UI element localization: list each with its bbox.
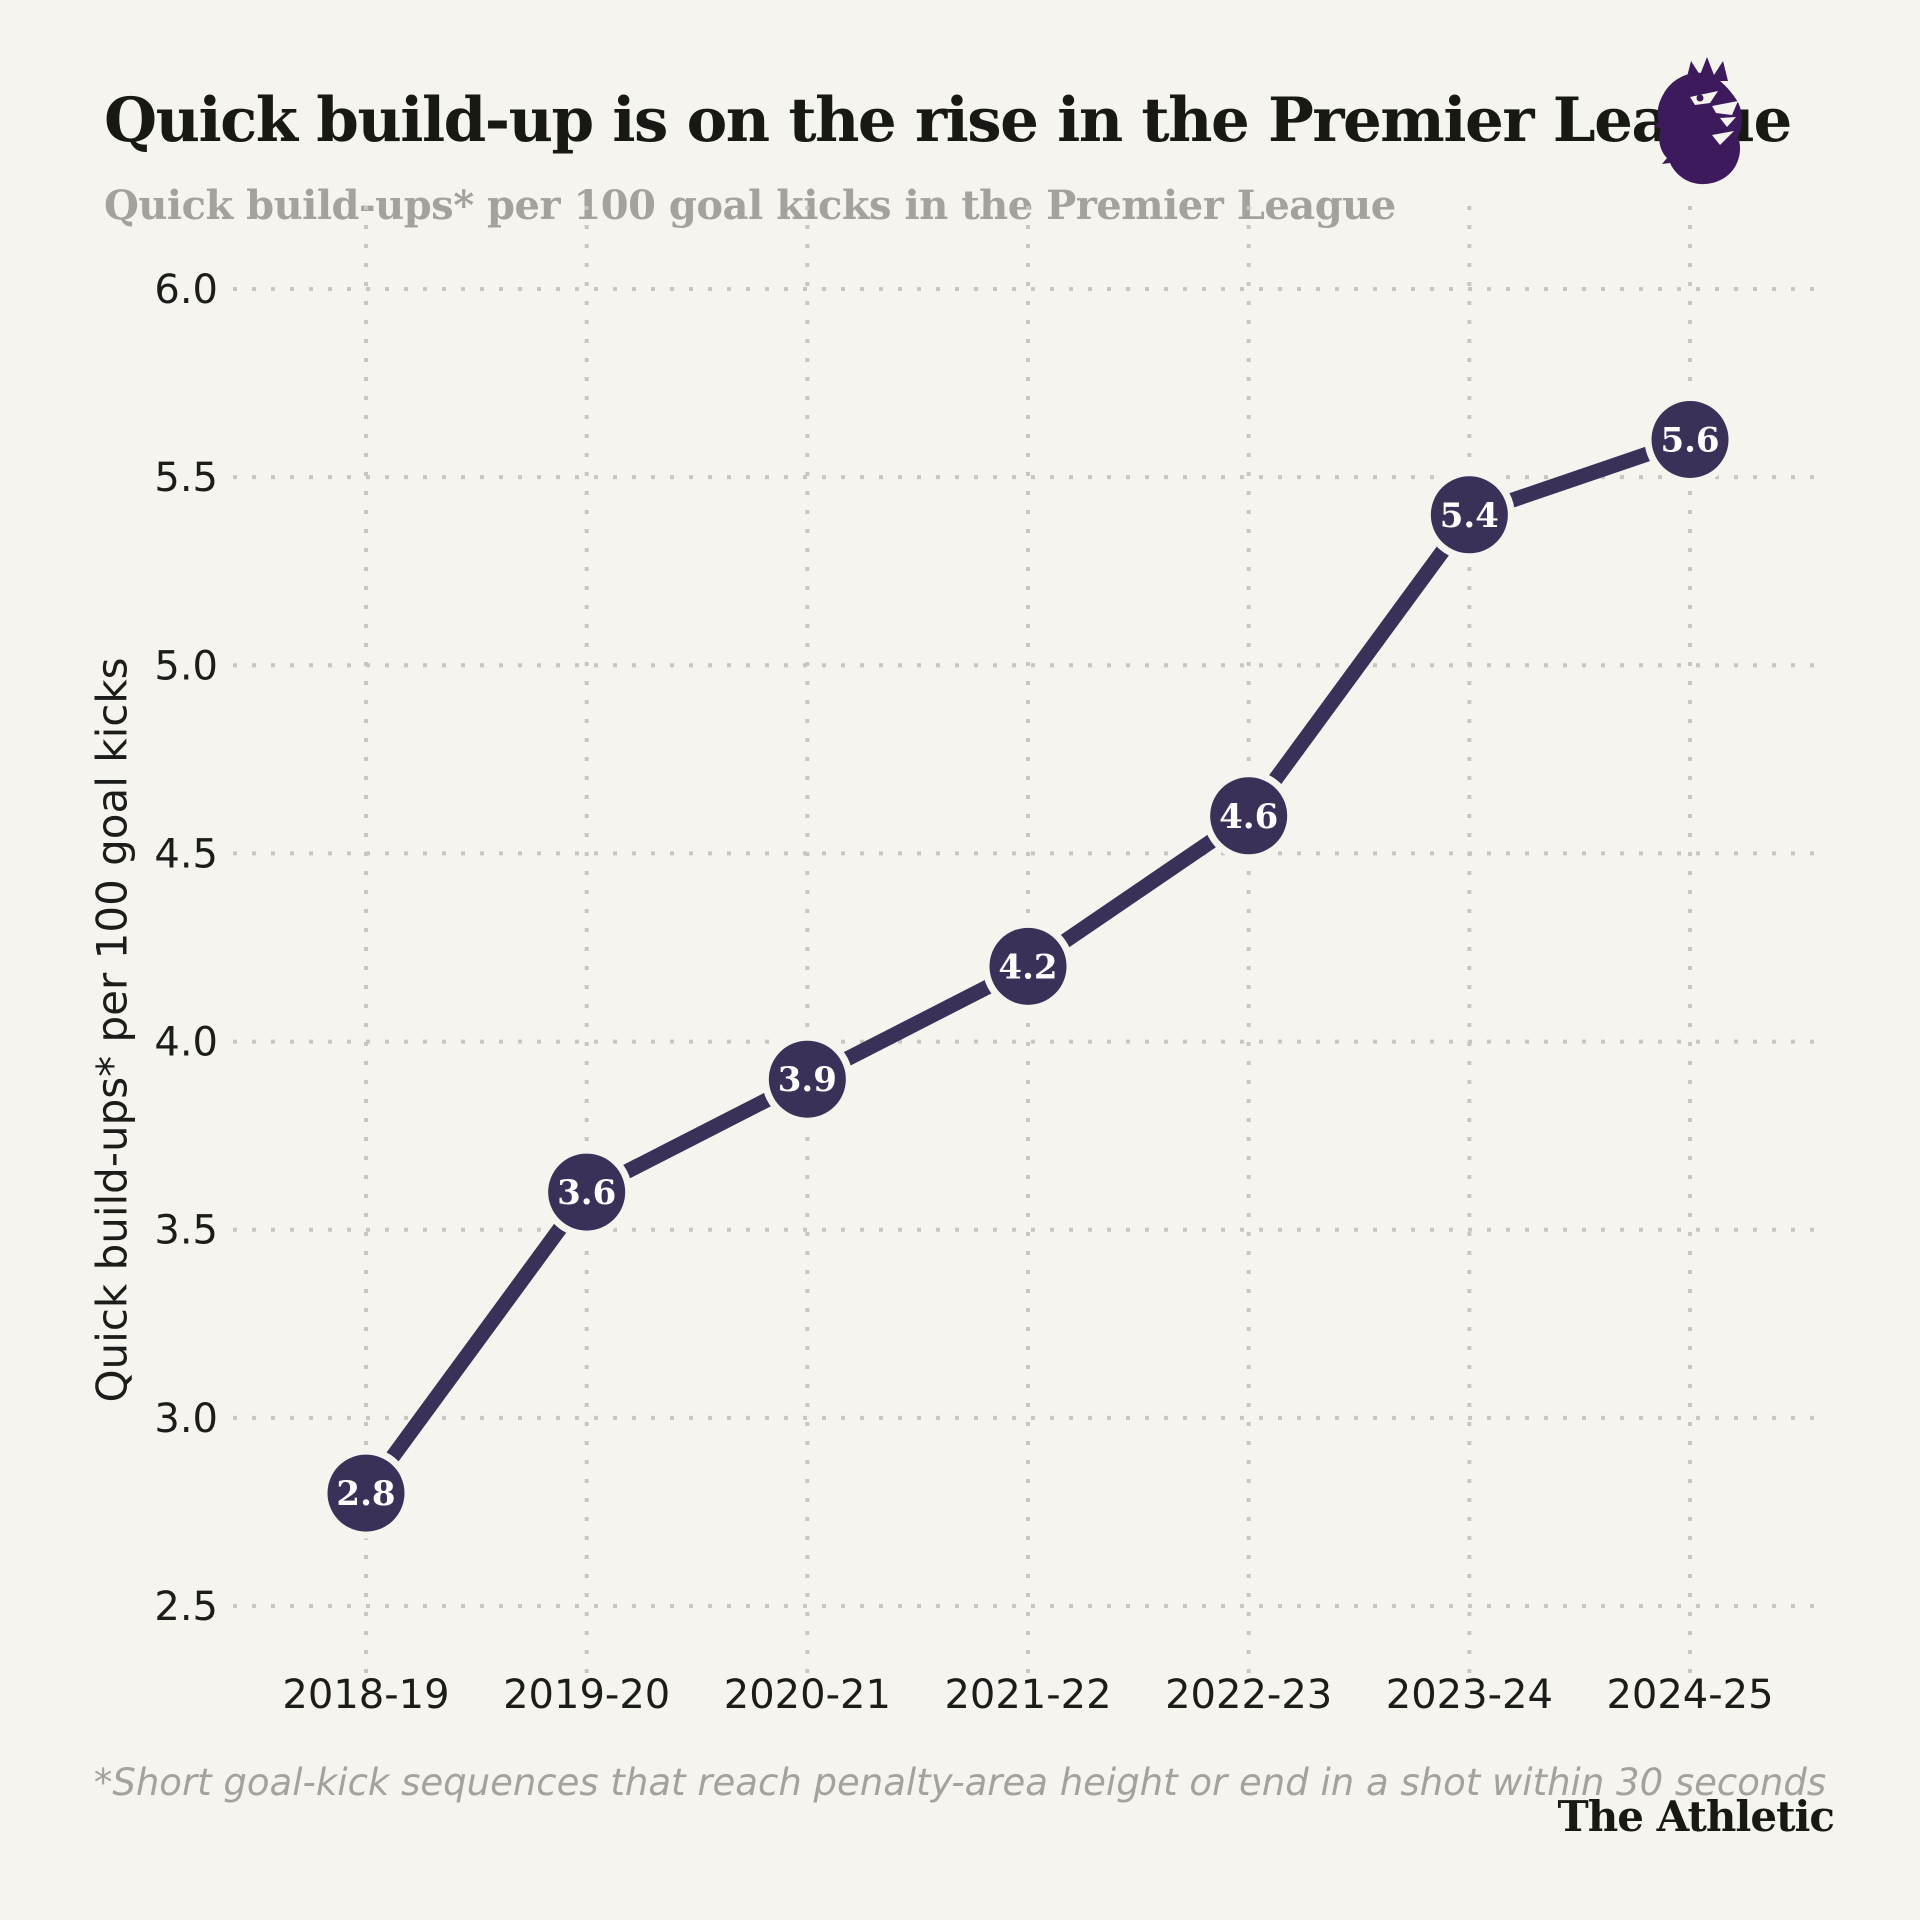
y-tick-label: 5.0 (154, 643, 218, 689)
data-point-label: 2.8 (336, 1474, 395, 1514)
chart-subtitle: Quick build-ups* per 100 goal kicks in t… (104, 182, 1396, 229)
data-point-2022-23 (1203, 770, 1295, 862)
y-tick-label: 3.0 (154, 1396, 218, 1442)
data-point-label: 5.6 (1660, 421, 1719, 461)
x-grid: 2018-19 2019-20 2020-21 2021-22 2022-23 2023-… (282, 206, 1774, 1718)
x-tick-label: 2024-25 (1606, 1672, 1773, 1718)
x-tick-label: 2021-22 (944, 1672, 1111, 1718)
data-point-label: 4.2 (998, 947, 1057, 987)
y-tick-label: 5.5 (154, 455, 218, 501)
x-tick-label: 2019-20 (503, 1672, 670, 1718)
x-tick-label: 2018-19 (282, 1672, 449, 1718)
data-point-2023-24 (1423, 469, 1515, 561)
data-point-label: 5.4 (1440, 496, 1499, 536)
data-point-2019-20 (541, 1146, 633, 1238)
y-grid: 6.0 5.5 5.0 4.5 4.0 3.5 3.0 2.5 (154, 267, 1818, 1630)
premier-league-logo (1650, 50, 1760, 192)
data-point-label: 4.6 (1219, 797, 1278, 837)
data-point-2020-21 (761, 1033, 853, 1125)
data-points: 2.8 3.6 3.9 4.2 4.6 5.4 5.6 (320, 394, 1736, 1539)
data-point-2018-19 (320, 1447, 412, 1539)
chart-title: Quick build-up is on the rise in the Pre… (104, 84, 1792, 156)
the-athletic-wordmark: The Athletic (1557, 1792, 1835, 1841)
data-point-label: 3.6 (557, 1173, 616, 1213)
x-tick-label: 2022-23 (1165, 1672, 1332, 1718)
footnote: *Short goal-kick sequences that reach pe… (93, 1761, 1827, 1804)
y-tick-label: 2.5 (154, 1584, 218, 1630)
data-point-label: 3.9 (778, 1060, 837, 1100)
lion-crest-icon (1654, 57, 1742, 185)
y-tick-label: 4.0 (154, 1020, 218, 1066)
y-tick-label: 3.5 (154, 1208, 218, 1254)
data-point-2021-22 (982, 920, 1074, 1012)
x-tick-label: 2020-21 (724, 1672, 891, 1718)
y-tick-label: 6.0 (154, 267, 218, 313)
data-point-2024-25 (1644, 394, 1736, 486)
y-tick-label: 4.5 (154, 831, 218, 877)
x-tick-label: 2023-24 (1386, 1672, 1553, 1718)
